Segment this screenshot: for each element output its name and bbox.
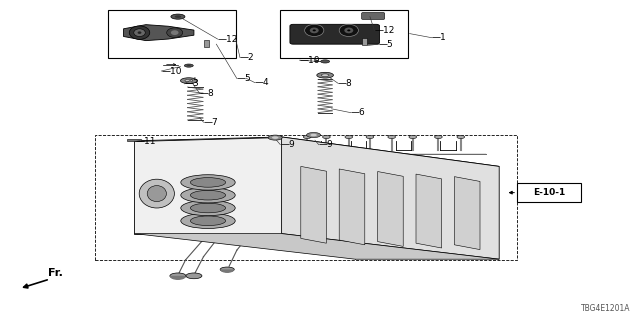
Ellipse shape: [180, 200, 236, 216]
Text: —3: —3: [184, 79, 199, 88]
Ellipse shape: [134, 29, 145, 36]
Ellipse shape: [220, 267, 234, 272]
Ellipse shape: [457, 135, 465, 139]
Ellipse shape: [345, 135, 353, 139]
Text: —7: —7: [204, 118, 218, 127]
FancyBboxPatch shape: [362, 12, 385, 20]
Text: —1: —1: [432, 33, 447, 42]
Bar: [204, 40, 209, 47]
Ellipse shape: [180, 213, 236, 228]
Polygon shape: [124, 25, 194, 41]
Text: —5: —5: [237, 74, 252, 83]
Ellipse shape: [344, 28, 353, 33]
Polygon shape: [378, 172, 403, 246]
Ellipse shape: [310, 134, 317, 136]
Ellipse shape: [171, 30, 179, 35]
Ellipse shape: [191, 216, 226, 226]
Ellipse shape: [321, 60, 330, 63]
Ellipse shape: [323, 135, 330, 139]
Text: TBG4E1201A: TBG4E1201A: [581, 304, 630, 313]
Ellipse shape: [305, 24, 324, 36]
Ellipse shape: [138, 31, 141, 34]
Text: —12: —12: [374, 26, 395, 35]
Ellipse shape: [147, 186, 166, 202]
Text: —12: —12: [218, 35, 238, 44]
Text: Fr.: Fr.: [48, 268, 63, 278]
Text: —11: —11: [136, 137, 156, 146]
Ellipse shape: [185, 79, 193, 82]
Ellipse shape: [180, 188, 236, 203]
Text: —6: —6: [351, 108, 365, 117]
Ellipse shape: [170, 273, 186, 279]
Ellipse shape: [366, 135, 374, 139]
Ellipse shape: [388, 135, 396, 139]
Wedge shape: [220, 269, 234, 273]
Ellipse shape: [307, 132, 321, 138]
FancyBboxPatch shape: [290, 24, 380, 44]
Ellipse shape: [303, 135, 311, 139]
Ellipse shape: [175, 15, 181, 18]
Ellipse shape: [347, 29, 351, 31]
Ellipse shape: [310, 28, 319, 33]
Text: —8: —8: [200, 89, 214, 98]
Polygon shape: [134, 234, 499, 259]
Ellipse shape: [191, 190, 226, 200]
Ellipse shape: [180, 175, 236, 190]
Polygon shape: [416, 174, 442, 248]
Ellipse shape: [339, 24, 358, 36]
Ellipse shape: [191, 178, 226, 187]
Wedge shape: [170, 276, 186, 280]
Ellipse shape: [272, 136, 278, 139]
Bar: [517, 183, 581, 202]
Polygon shape: [134, 137, 282, 234]
Ellipse shape: [184, 64, 193, 67]
Bar: [280, 10, 408, 58]
Text: —8: —8: [338, 79, 353, 88]
Ellipse shape: [191, 203, 226, 213]
Ellipse shape: [171, 14, 185, 19]
Ellipse shape: [435, 135, 442, 139]
Ellipse shape: [129, 26, 150, 39]
Polygon shape: [301, 166, 326, 243]
Ellipse shape: [187, 65, 191, 66]
Polygon shape: [134, 137, 499, 170]
Bar: [127, 139, 141, 141]
Polygon shape: [454, 177, 480, 250]
Text: E-10-1: E-10-1: [533, 188, 565, 197]
Polygon shape: [282, 137, 499, 259]
Text: —10: —10: [300, 56, 320, 65]
Bar: [108, 10, 236, 58]
Text: —9: —9: [280, 140, 295, 149]
Text: —10: —10: [161, 67, 182, 76]
Ellipse shape: [312, 29, 316, 31]
Bar: [95, 135, 517, 260]
Ellipse shape: [186, 273, 202, 279]
Ellipse shape: [180, 78, 197, 84]
Ellipse shape: [140, 179, 174, 208]
Text: —9: —9: [319, 140, 333, 149]
Ellipse shape: [409, 135, 417, 139]
Ellipse shape: [268, 135, 282, 140]
Ellipse shape: [317, 72, 333, 78]
Ellipse shape: [167, 28, 183, 37]
Polygon shape: [339, 169, 365, 245]
Ellipse shape: [321, 74, 329, 76]
Text: —5: —5: [379, 40, 394, 49]
Text: —4: —4: [255, 78, 269, 87]
Bar: [362, 38, 367, 45]
Text: —2: —2: [240, 53, 255, 62]
